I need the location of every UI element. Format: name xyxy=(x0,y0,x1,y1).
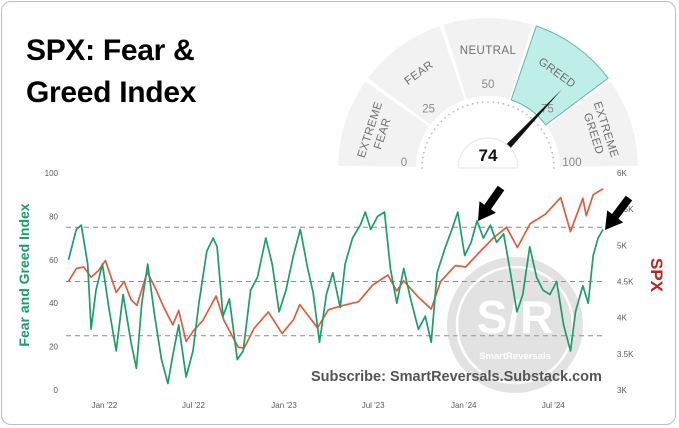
gauge-dot xyxy=(471,102,474,105)
x-tick-label: Jan '23 xyxy=(271,401,297,410)
gauge-dot xyxy=(476,101,479,104)
gauge-dot xyxy=(466,104,469,107)
title-line-2: Greed Index xyxy=(26,76,197,109)
y-tick-label: 20 xyxy=(49,343,58,352)
gauge-dot xyxy=(545,137,548,139)
gauge-tick-100: 100 xyxy=(562,157,581,169)
gauge-dot xyxy=(517,108,519,111)
watermark-outer-ring xyxy=(447,257,583,393)
gauge-dot xyxy=(552,156,555,159)
series-line-fear-and-greed-index xyxy=(67,211,604,385)
gauge-dot xyxy=(553,167,555,169)
gauge-segment-neutral xyxy=(443,18,533,100)
gauge-needle xyxy=(492,89,562,164)
x-tick-label: Jan '22 xyxy=(92,401,118,410)
gauge-segment-extreme-greed xyxy=(546,81,638,167)
gauge-tick-50: 50 xyxy=(482,79,495,91)
y-tick-label: 40 xyxy=(49,299,58,308)
gauge-dot xyxy=(452,110,455,113)
gauge-dot xyxy=(461,106,464,108)
gauge-dot xyxy=(421,167,423,169)
y2-tick-label: 6K xyxy=(617,169,627,178)
gauge-dot xyxy=(525,113,528,116)
y2-tick-label: 4K xyxy=(617,314,627,323)
gauge-dot xyxy=(540,128,543,131)
gauge-dot xyxy=(537,124,540,127)
gauge-dot xyxy=(433,128,436,131)
y2-tick-label: 4.5K xyxy=(617,278,634,287)
left-axis-title: Fear and Greed Index xyxy=(16,203,32,346)
gauge-dot xyxy=(497,101,500,104)
gauge-dot xyxy=(507,104,510,107)
gauge-segment-label-neutral: NEUTRAL xyxy=(460,45,517,57)
gauge-tick-75: 75 xyxy=(541,104,554,116)
series-lines xyxy=(67,188,604,385)
gauge-dot xyxy=(487,101,489,103)
gauge-dot xyxy=(552,161,555,164)
gauge-dot xyxy=(421,156,424,159)
gauge-dot xyxy=(521,110,524,113)
gauge-tick-0: 0 xyxy=(401,157,407,169)
smartreversals-watermark: S/R SmartReversals xyxy=(447,257,583,393)
gauge-segment-extreme-fear xyxy=(338,81,430,167)
annotation-arrows xyxy=(478,185,633,230)
gauge-dot xyxy=(529,116,532,119)
y2-tick-label: 5K xyxy=(617,241,627,250)
gauge-dot xyxy=(481,101,484,104)
y-tick-label: 60 xyxy=(49,256,58,265)
y-tick-label: 80 xyxy=(49,212,58,221)
title-line-1: SPX: Fear & xyxy=(26,34,195,67)
gauge-dot xyxy=(424,146,427,149)
figure-title: SPX: Fear & Greed Index xyxy=(26,30,196,114)
y2-tick-label: 3K xyxy=(617,386,627,395)
annotation-arrow-sep24 xyxy=(605,195,633,230)
y-tick-label: 100 xyxy=(45,169,59,178)
gauge-dot xyxy=(548,141,550,144)
y2-tick-label: 5.5K xyxy=(617,205,634,214)
gauge-dot xyxy=(492,101,495,104)
gauge-dot xyxy=(512,106,515,108)
gauge-dot-ring xyxy=(421,101,555,169)
gauge-dot xyxy=(430,132,433,135)
gauge-dot xyxy=(436,124,439,127)
gauge-dot xyxy=(421,161,424,164)
gauge-dot xyxy=(428,137,431,139)
gauge-dot xyxy=(457,108,459,111)
gauge-dot xyxy=(422,151,425,154)
gauge-dot xyxy=(426,141,428,144)
y2-tick-label: 3.5K xyxy=(617,350,634,359)
x-axis-ticks: Jan '22 Jul '22 Jan '23 Jul '23 Jan '24 Jul '… xyxy=(92,401,566,410)
gauge-dot xyxy=(448,113,451,116)
watermark-name: SmartReversals xyxy=(479,351,551,362)
x-tick-label: Jul '24 xyxy=(542,401,565,410)
gauge-segment-fear xyxy=(367,26,465,125)
gauge-dot xyxy=(502,102,505,105)
gauge-segment-greed xyxy=(510,25,609,126)
x-tick-label: Jan '24 xyxy=(451,401,477,410)
gauge-tick-labels: 0 25 50 75 100 xyxy=(401,79,582,169)
y-tick-label: 0 xyxy=(54,386,59,395)
subscribe-text: Subscribe: SmartReversals.Substack.com xyxy=(311,369,602,385)
x-tick-label: Jul '23 xyxy=(362,401,385,410)
gauge-dot xyxy=(444,116,447,119)
gauge-value: 74 xyxy=(479,146,498,165)
gauge-dot xyxy=(543,132,546,135)
gauge-hub xyxy=(457,137,519,169)
gauge-dot xyxy=(551,151,554,154)
gauge-segments xyxy=(338,18,638,167)
gauge-dot xyxy=(549,146,552,149)
annotation-arrow-jan24 xyxy=(478,185,505,221)
right-axis-title: SPX xyxy=(647,258,666,293)
right-axis-ticks: 3K 3.5K 4K 4.5K 5K 5.5K 6K xyxy=(617,169,634,395)
series-line-spx xyxy=(67,188,604,349)
gauge-dot xyxy=(440,120,443,123)
gauge-tick-25: 25 xyxy=(422,104,435,116)
left-axis-ticks: 0 20 40 60 80 100 xyxy=(45,169,59,395)
x-tick-label: Jul '22 xyxy=(182,401,205,410)
